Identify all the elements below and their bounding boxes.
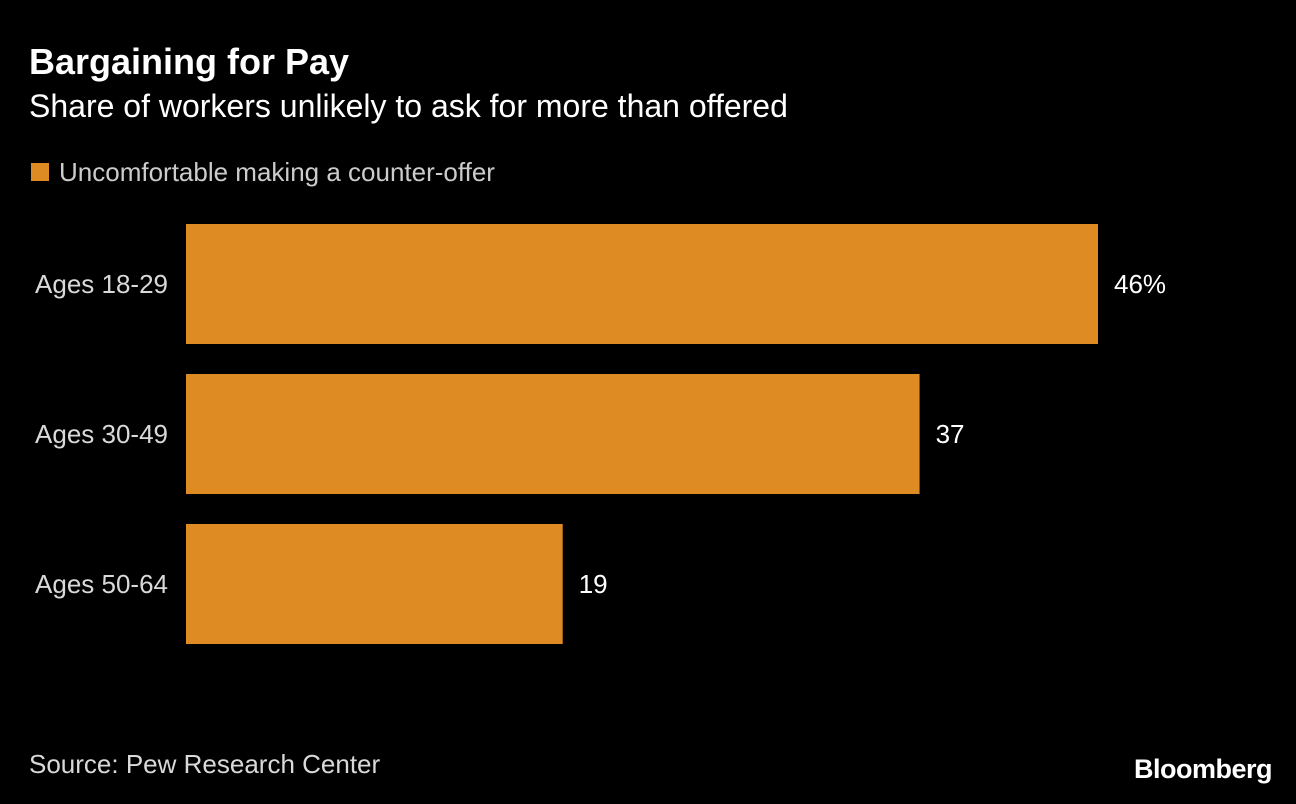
chart-subtitle: Share of workers unlikely to ask for mor… (29, 88, 788, 124)
category-label: Ages 50-64 (35, 569, 168, 599)
category-label: Ages 18-29 (35, 269, 168, 299)
legend-swatch (31, 163, 49, 181)
legend: Uncomfortable making a counter-offer (31, 156, 495, 188)
bar-ages-30-49 (186, 374, 920, 494)
value-label: 46% (1114, 269, 1166, 299)
bar-ages-18-29 (186, 224, 1098, 344)
bloomberg-logo: Bloomberg (1133, 754, 1273, 784)
value-label: 19 (579, 569, 608, 599)
source-note: Source: Pew Research Center (29, 749, 381, 779)
chart-title: Bargaining for Pay (29, 41, 350, 82)
legend-label: Uncomfortable making a counter-offer (59, 156, 495, 187)
value-label: 37 (936, 419, 965, 449)
category-label: Ages 30-49 (35, 419, 168, 449)
bar-ages-50-64 (186, 524, 563, 644)
